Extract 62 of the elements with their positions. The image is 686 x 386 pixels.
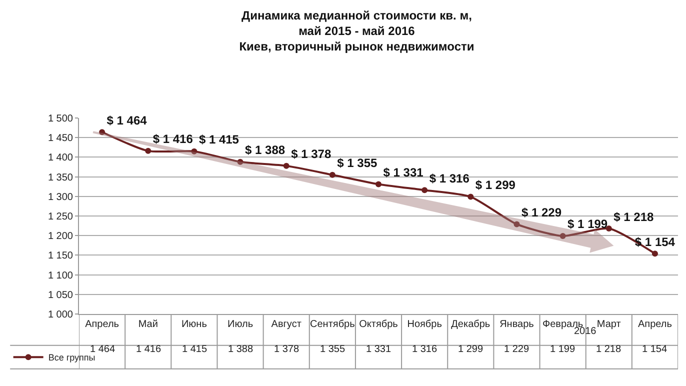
- text: 1 388: [228, 344, 254, 355]
- point: [191, 148, 198, 154]
- y-tick-label: 1 200: [48, 231, 74, 242]
- x-tick-label: Апрель: [638, 319, 672, 330]
- x-tick-label: Июль: [228, 319, 254, 330]
- point: [560, 232, 566, 239]
- chart-title: Динамика медианной стоимости кв. м, май 2015 - май 2016 Киев, вторичный рынок недвижимости: [239, 8, 474, 54]
- x-tick-label: Октябрь: [359, 319, 398, 330]
- text: 1 199: [550, 344, 576, 355]
- y-tick-label: 1 150: [48, 250, 74, 262]
- text: 1 316: [412, 344, 438, 355]
- point: [145, 148, 152, 154]
- data-label: $ 1 199: [568, 217, 608, 232]
- y-tick-label: 1 000: [48, 310, 74, 320]
- data-label: $ 1 378: [291, 147, 332, 162]
- text: 1 218: [596, 344, 622, 355]
- y-tick-label: 1 250: [48, 212, 74, 222]
- point: [652, 250, 658, 257]
- text: 1 299: [458, 344, 484, 355]
- x-tick-label: Январь: [500, 319, 534, 330]
- y-tick-label: 1 300: [48, 192, 74, 203]
- data-label: $ 1 229: [521, 205, 562, 220]
- y-tick-label: 1 350: [48, 172, 74, 184]
- x-tick-label: Май: [138, 319, 158, 330]
- text: 1 154: [642, 344, 668, 355]
- legend-label: Все группы: [48, 352, 96, 363]
- data-label: $ 1 415: [198, 132, 240, 147]
- point: [514, 221, 520, 228]
- point: [237, 158, 244, 165]
- point: [468, 194, 474, 200]
- x-tick-label: Апрель: [85, 319, 119, 330]
- y-tick-label: 1 450: [48, 133, 74, 144]
- point: [283, 162, 290, 169]
- y-tick-label: 1 400: [48, 152, 74, 164]
- x-tick-label: Март: [596, 319, 622, 330]
- x-tick-label: Ноябрь: [407, 319, 442, 330]
- text: 1 355: [320, 344, 346, 355]
- point: [422, 187, 428, 194]
- data-label: $ 1 331: [383, 166, 424, 180]
- y-tick-label: 1 100: [48, 270, 74, 282]
- text: 1 229: [504, 344, 530, 355]
- y-tick-label: 1 500: [48, 114, 74, 124]
- text: 1 416: [136, 344, 162, 355]
- data-label: $ 1 388: [245, 143, 286, 158]
- text: 1 415: [182, 344, 208, 355]
- data-label: $ 1 299: [475, 178, 516, 192]
- data-label: $ 1 416: [152, 132, 194, 146]
- text: 1 378: [274, 344, 300, 355]
- x-tick-label: Август: [271, 319, 302, 330]
- point: [329, 172, 336, 178]
- x-tick-label: Июнь: [181, 319, 207, 330]
- text: 1 464: [90, 344, 116, 355]
- data-label: $ 1 316: [429, 171, 470, 186]
- point: [376, 181, 382, 188]
- data-label: $ 1 464: [106, 113, 148, 128]
- y-tick-label: 1 050: [48, 290, 74, 301]
- data-label: $ 1 355: [337, 156, 378, 170]
- data-label: $ 1 218: [614, 210, 654, 224]
- point: [99, 129, 106, 136]
- text: 1 331: [366, 344, 392, 355]
- x-tick-label: Декабрь: [451, 319, 490, 330]
- x-tick-label: Сентябрь: [310, 319, 355, 330]
